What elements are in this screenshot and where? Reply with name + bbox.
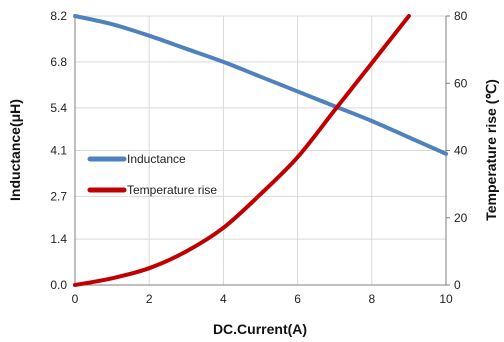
- x-tick-label: 10: [439, 292, 453, 306]
- y-tick-label-right: 20: [454, 211, 468, 225]
- x-axis-title: DC.Current(A): [213, 321, 307, 337]
- x-tick-label: 4: [220, 292, 227, 306]
- y-tick-label-right: 60: [454, 76, 468, 90]
- y-tick-label-right: 80: [454, 9, 468, 23]
- axes: [74, 15, 450, 286]
- x-tick-label: 8: [368, 292, 375, 306]
- y-axis-title-right: Temperature rise (℃): [483, 79, 499, 221]
- series-lines: [73, 14, 448, 287]
- tick-labels: 0 2 4 6 8 10 0.0 1.4 2.7 4.1 5.4 6.8 8.2 0 20 40 60 80: [50, 9, 467, 306]
- y-tick-label-left: 5.4: [50, 101, 67, 115]
- y-tick-label-left: 0.0: [50, 278, 67, 292]
- y-tick-label-right: 40: [454, 144, 468, 158]
- y-tick-label-left: 1.4: [50, 232, 67, 246]
- x-tick-label: 0: [72, 292, 79, 306]
- y-tick-label-right: 0: [454, 278, 461, 292]
- legend-label-temperature-rise: Temperature rise: [127, 183, 217, 197]
- legend-label-inductance: Inductance: [127, 152, 186, 166]
- x-tick-label: 2: [146, 292, 153, 306]
- series-line-temperature-rise: [73, 14, 411, 287]
- legend: Inductance Temperature rise: [87, 152, 217, 197]
- y-tick-label-left: 6.8: [50, 55, 67, 69]
- y-tick-label-left: 4.1: [50, 144, 67, 158]
- y-tick-label-left: 8.2: [50, 9, 67, 23]
- y-tick-label-left: 2.7: [50, 189, 67, 203]
- grid-lines: [74, 15, 447, 286]
- x-tick-label: 6: [294, 292, 301, 306]
- y-axis-title-left: Inductance(μH): [7, 99, 23, 201]
- series-line-inductance: [73, 14, 448, 156]
